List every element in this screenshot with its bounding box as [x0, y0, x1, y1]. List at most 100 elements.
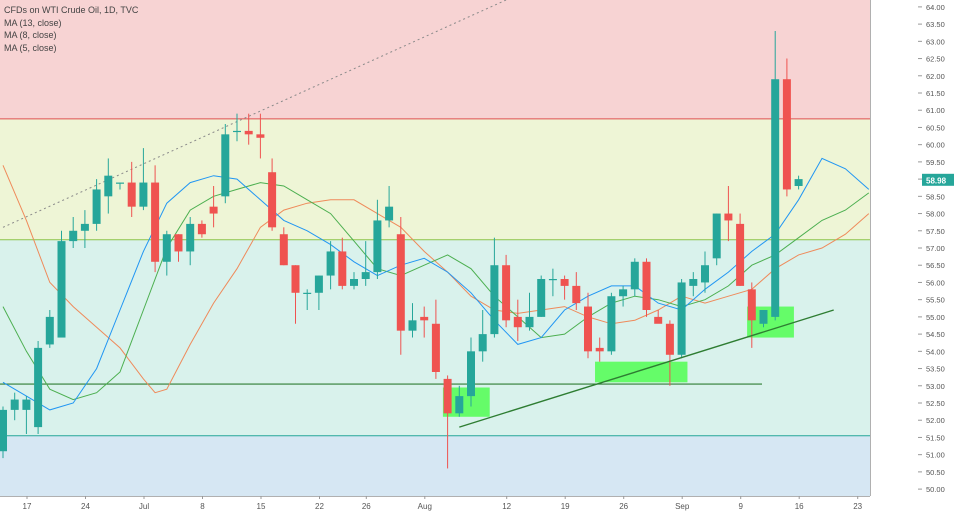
candle-body	[701, 265, 709, 283]
candle-body	[689, 279, 698, 286]
candle-body	[385, 206, 394, 221]
candle-body	[303, 292, 312, 294]
candle-body	[104, 175, 113, 197]
candle-body	[420, 316, 429, 321]
candle-body	[724, 213, 733, 221]
moving-average-line	[2, 165, 870, 394]
time-tick-label: 19	[561, 502, 570, 511]
candle-body	[197, 223, 206, 235]
candle-body	[478, 334, 487, 352]
chart-legend: CFDs on WTI Crude Oil, 1D, TVC MA (13, c…	[4, 4, 138, 54]
candle-body	[572, 285, 581, 304]
price-tick-label: 60.50	[926, 123, 945, 132]
candle-body	[45, 316, 54, 345]
last-price-label: 58.98	[926, 176, 947, 185]
legend-title: CFDs on WTI Crude Oil, 1D, TVC	[4, 5, 139, 15]
candle-body	[560, 279, 569, 286]
price-tick-label: 54.50	[926, 330, 945, 339]
candle-body	[22, 399, 31, 410]
time-tick-label: 8	[200, 502, 205, 511]
price-tick-label: 62.00	[926, 72, 945, 81]
candle-body	[455, 396, 464, 414]
legend-ma8: MA (8, close)	[4, 30, 57, 40]
time-tick-label: 22	[315, 502, 324, 511]
candle-body	[244, 130, 253, 135]
candle-body	[794, 179, 803, 186]
time-tick-label: Jul	[139, 502, 149, 511]
candle-body	[759, 310, 768, 324]
candle-body	[116, 182, 124, 184]
candle-body	[268, 172, 277, 228]
price-tick-label: 57.50	[926, 227, 945, 236]
candle-body	[782, 79, 791, 190]
price-tick-label: 53.00	[926, 382, 945, 391]
price-tick-label: 52.50	[926, 399, 945, 408]
price-tick-label: 62.50	[926, 55, 945, 64]
candle-body	[431, 323, 440, 372]
time-tick-label: Sep	[675, 502, 690, 511]
rising-trendline	[459, 309, 834, 428]
zone-low	[0, 435, 870, 496]
candle-body	[279, 234, 288, 266]
zone-upper	[0, 118, 870, 240]
price-tick-label: 56.50	[926, 261, 945, 270]
candle-body	[256, 134, 265, 138]
candle-body	[221, 134, 230, 197]
candle-body	[736, 223, 745, 286]
candle-body	[677, 282, 686, 355]
candle-body	[10, 399, 19, 410]
candle-body	[396, 234, 405, 331]
legend-ma13: MA (13, close)	[4, 17, 62, 28]
candle-body	[291, 265, 300, 293]
candle-body	[408, 320, 417, 331]
price-tick-label: 53.50	[926, 365, 945, 374]
candle-body	[595, 347, 604, 352]
candle-body	[350, 279, 358, 286]
candle-body	[34, 347, 43, 428]
moving-average-line	[2, 182, 870, 401]
candle-body	[162, 234, 171, 262]
legend-ma5: MA (5, close)	[4, 42, 57, 53]
candle-body	[443, 378, 452, 414]
candle-body	[584, 306, 592, 352]
price-tick-label: 52.00	[926, 416, 945, 425]
candle-body	[139, 182, 148, 207]
candle-body	[502, 265, 511, 321]
candle-body	[186, 223, 195, 252]
price-tick-label: 61.50	[926, 89, 945, 98]
candle-body	[548, 279, 557, 281]
price-tick-label: 50.00	[926, 485, 945, 494]
candle-body	[630, 261, 639, 290]
candle-body	[467, 351, 475, 397]
time-tick-label: 15	[257, 502, 266, 511]
time-tick-label: 24	[81, 502, 90, 511]
candle-body	[174, 234, 183, 252]
candle-body	[209, 206, 218, 214]
price-axis-bg	[870, 0, 954, 513]
time-tick-label: 12	[502, 502, 511, 511]
candle-body	[771, 79, 780, 317]
price-tick-label: 51.50	[926, 433, 945, 442]
price-tick-label: 50.50	[926, 468, 945, 477]
time-tick-label: 23	[853, 502, 862, 511]
time-tick-label: 9	[738, 502, 743, 511]
candle-body	[338, 251, 347, 286]
candle-body	[80, 223, 89, 231]
moving-average-line	[2, 157, 870, 411]
candle-body	[361, 272, 370, 279]
time-tick-label: 16	[795, 502, 804, 511]
price-tick-label: 60.00	[926, 141, 945, 150]
candle-body	[57, 241, 66, 338]
candle-body	[69, 230, 78, 242]
candle-body	[712, 213, 721, 259]
candle-body	[373, 220, 382, 273]
candle-body	[642, 261, 651, 310]
price-tick-label: 64.00	[926, 3, 945, 12]
candle-body	[233, 130, 241, 133]
dotted-trend-line	[2, 0, 507, 228]
candle-body	[537, 279, 546, 317]
plot-area	[0, 0, 870, 496]
time-tick-label: Aug	[418, 502, 432, 511]
candle-body	[654, 316, 663, 324]
